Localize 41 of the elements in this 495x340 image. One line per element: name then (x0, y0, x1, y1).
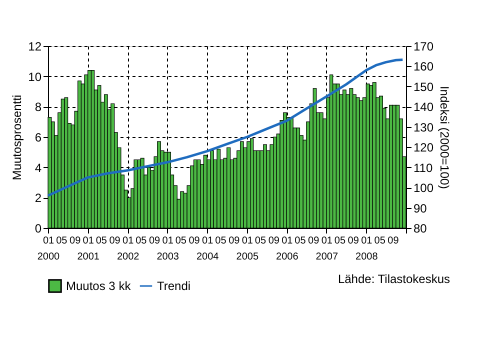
y2-tick-label: 90 (414, 201, 428, 216)
legend-label: Muutos 3 kk (66, 279, 132, 293)
x-tick-label: 05 (136, 236, 148, 246)
x-tick-label: 05 (96, 236, 108, 246)
x-tick-label: 09 (308, 236, 320, 246)
y2-tick-label: 130 (414, 120, 434, 134)
x-tick-label: 09 (268, 236, 280, 246)
y2-tick-label: 140 (414, 100, 434, 114)
x-tick-label: 09 (228, 236, 240, 246)
y-tick-label: 12 (28, 40, 42, 54)
text: Lähde: Tilastokeskus (338, 272, 450, 286)
x-tick-label: 05 (374, 236, 386, 246)
x-tick-label: 09 (188, 236, 200, 246)
y2-tick-label: 160 (414, 60, 434, 74)
y-tick-label: 8 (34, 100, 42, 114)
x-tick-label: 09 (388, 236, 400, 246)
x-tick-label: 05 (334, 236, 346, 246)
y-tick-label: 10 (28, 70, 42, 84)
line-series (46, 58, 404, 197)
x-tick-label: 05 (175, 236, 187, 246)
y-tick-label: 0 (34, 222, 42, 236)
legend-label: Trendi (157, 279, 191, 293)
y-tick-label: 4 (34, 160, 42, 175)
x-tick-label: 05 (254, 236, 266, 246)
y2-axis-title: Indeksi (2000=100) (438, 86, 452, 190)
y2-tick-label: 100 (414, 181, 434, 196)
y2-tick-label: 80 (414, 222, 428, 236)
x-tick-label: 05 (56, 236, 68, 246)
x-tick-label: 05 (215, 236, 227, 246)
x-tick-label: 09 (148, 236, 161, 246)
x-tick-label: 09 (109, 236, 121, 246)
y2-tick-label: 150 (414, 80, 434, 94)
y2-tick-label: 110 (414, 160, 433, 175)
x-tick-label: 05 (294, 236, 306, 246)
y-tick-label: 2 (34, 191, 42, 206)
y-axis-title: Muutosprosentti (10, 94, 24, 180)
y2-tick-label: 120 (414, 140, 434, 155)
y-tick-label: 6 (34, 130, 42, 144)
x-tick-label: 09 (348, 236, 360, 246)
y2-tick-label: 170 (414, 40, 434, 54)
x-tick-label: 09 (70, 236, 82, 246)
